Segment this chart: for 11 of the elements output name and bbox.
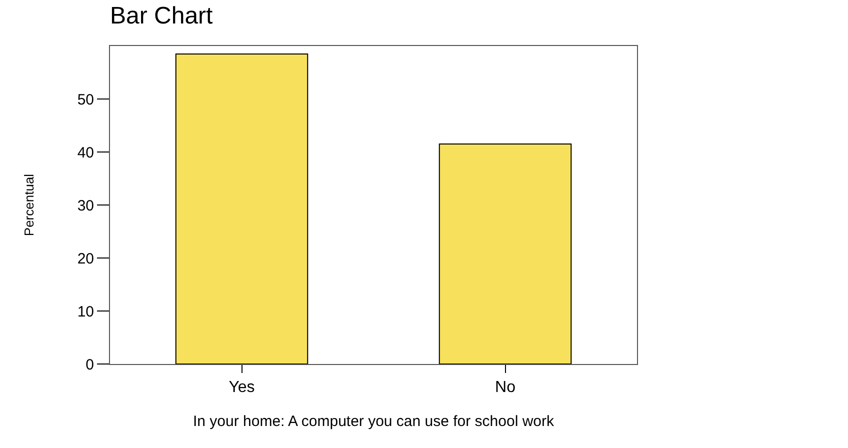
y-tick-label: 20: [77, 250, 94, 268]
y-tick-label: 0: [86, 356, 94, 374]
y-tick-label: 10: [77, 303, 94, 320]
y-tick-label: 40: [77, 144, 94, 162]
y-axis-title: Percentual: [21, 174, 36, 236]
chart-title: Bar Chart: [110, 2, 214, 30]
x-tick-label: No: [495, 379, 516, 396]
x-axis-title: In your home: A computer you can use for school work: [192, 413, 554, 430]
x-tick-label: Yes: [228, 379, 255, 396]
y-tick-label: 30: [77, 197, 94, 214]
y-tick-label: 50: [77, 91, 94, 108]
